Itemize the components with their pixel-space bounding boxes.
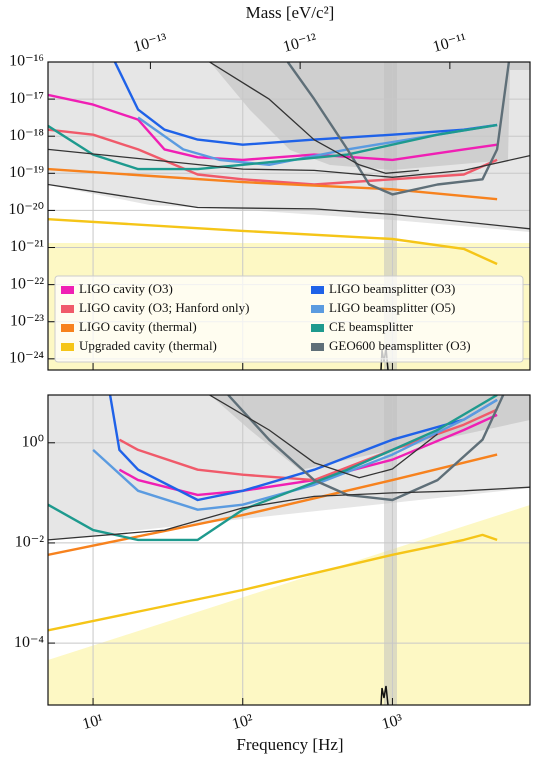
series-line xyxy=(48,148,530,178)
y-tick-label: 10⁻⁴ xyxy=(14,634,44,651)
legend-label: CE beamsplitter xyxy=(329,319,414,334)
legend-swatch xyxy=(61,343,74,351)
legend-label: LIGO cavity (O3; Hanford only) xyxy=(79,300,249,315)
series-line xyxy=(118,413,498,497)
plot-frame xyxy=(47,394,531,706)
series-line xyxy=(48,167,498,201)
legend-box xyxy=(54,275,524,363)
legend-label: LIGO beamsplitter (O3) xyxy=(329,281,455,296)
legend-swatch xyxy=(61,286,74,294)
legend-swatch xyxy=(61,324,74,332)
x2-tick-label: 10⁻¹³ xyxy=(132,31,169,56)
series-line xyxy=(48,218,498,266)
legend-label: LIGO cavity (O3) xyxy=(79,281,173,296)
region xyxy=(210,62,530,170)
series-line xyxy=(48,395,498,542)
legend-swatch xyxy=(311,324,324,332)
legend-swatch xyxy=(311,286,324,294)
series-line xyxy=(48,183,530,230)
y-tick-label: 10⁻²¹ xyxy=(10,238,44,255)
x-tick-label: 10² xyxy=(230,711,255,733)
y-tick-label: 10⁻²⁴ xyxy=(9,350,44,367)
x-tick-label: 10¹ xyxy=(81,711,106,733)
series-line xyxy=(48,486,530,541)
series-line xyxy=(48,533,498,632)
series-line xyxy=(48,93,498,162)
legend-label: Upgraded cavity (thermal) xyxy=(79,338,217,353)
plot-area xyxy=(48,395,530,632)
legend-swatch xyxy=(311,343,324,351)
x-tick-label: 10³ xyxy=(380,711,405,733)
x2-tick-label: 10⁻¹² xyxy=(281,31,318,56)
y-tick-label: 10⁻²⁰ xyxy=(8,201,44,218)
x2-tick-label: 10⁻¹¹ xyxy=(431,31,468,56)
legend-swatch xyxy=(311,305,324,313)
series-line xyxy=(227,395,505,502)
legend-label: LIGO cavity (thermal) xyxy=(79,319,197,334)
series-line xyxy=(118,408,498,482)
series-line xyxy=(286,62,511,196)
y-tick-label: 10⁻¹⁹ xyxy=(9,164,44,181)
series-line xyxy=(209,395,438,479)
y-tick-label: 10⁻²³ xyxy=(10,312,44,329)
series-line xyxy=(48,128,498,186)
series-line xyxy=(92,398,498,511)
series-line xyxy=(48,453,498,556)
legend-swatch xyxy=(61,305,74,313)
y-tick-label: 10⁻¹⁷ xyxy=(9,90,44,107)
legend-label: LIGO beamsplitter (O5) xyxy=(329,300,455,315)
series-line xyxy=(108,395,498,502)
series-line xyxy=(113,62,498,146)
y-tick-label: 10⁻¹⁸ xyxy=(9,127,44,144)
plot-area xyxy=(48,62,530,266)
region xyxy=(210,395,530,470)
x-axis-label: Frequency [Hz] xyxy=(236,735,343,754)
series-line xyxy=(209,62,419,174)
legend-label: GEO600 beamsplitter (O3) xyxy=(329,338,471,353)
y-tick-label: 10⁻² xyxy=(15,534,44,551)
y-tick-label: 10⁰ xyxy=(22,433,44,450)
band xyxy=(384,395,397,705)
spike xyxy=(380,685,389,706)
plot-frame xyxy=(47,61,531,371)
y-tick-label: 10⁻²² xyxy=(10,275,44,292)
y-tick-label: 10⁻¹⁶ xyxy=(9,53,44,70)
region xyxy=(48,505,530,705)
background-regions xyxy=(48,62,530,706)
x2-axis-label: Mass [eV/c²] xyxy=(246,3,335,22)
